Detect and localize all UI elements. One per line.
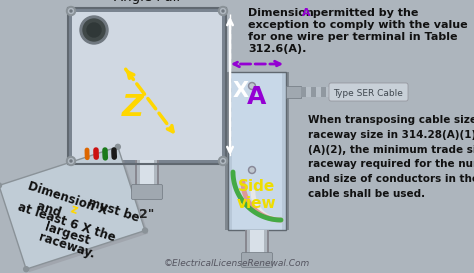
Circle shape — [220, 8, 226, 13]
Bar — [140, 160, 154, 192]
Circle shape — [69, 159, 73, 164]
Circle shape — [69, 8, 73, 13]
Text: Dimension X: Dimension X — [26, 179, 109, 217]
Text: A: A — [302, 8, 310, 18]
Circle shape — [83, 19, 105, 41]
Bar — [306, 87, 311, 97]
Text: exception to comply with the value: exception to comply with the value — [248, 20, 468, 30]
Text: at least 6 X the: at least 6 X the — [17, 200, 118, 244]
Bar — [316, 87, 321, 97]
Bar — [228, 72, 286, 230]
Circle shape — [219, 7, 228, 16]
Text: Z: Z — [121, 93, 144, 121]
FancyBboxPatch shape — [329, 83, 408, 101]
Bar — [286, 86, 301, 98]
Bar — [326, 87, 331, 97]
Text: for one wire per terminal in Table: for one wire per terminal in Table — [248, 32, 457, 42]
Bar — [68, 8, 226, 164]
Bar — [72, 12, 222, 160]
Bar — [247, 230, 267, 260]
Text: 312.6(A).: 312.6(A). — [248, 44, 306, 54]
Circle shape — [250, 168, 254, 172]
Text: Type SER Cable: Type SER Cable — [333, 88, 403, 97]
Circle shape — [70, 160, 72, 162]
Bar — [250, 230, 264, 260]
Bar — [321, 87, 326, 97]
Text: A: A — [247, 85, 267, 109]
Polygon shape — [0, 147, 145, 269]
Text: permitted by the: permitted by the — [309, 8, 419, 18]
Circle shape — [80, 16, 108, 44]
Text: largest: largest — [43, 221, 91, 247]
Text: must be: must be — [82, 195, 141, 225]
Bar — [228, 72, 286, 230]
Text: Dimension: Dimension — [248, 8, 318, 18]
Text: ©ElectricalLicenseRenewal.Com: ©ElectricalLicenseRenewal.Com — [164, 259, 310, 268]
Text: X: X — [233, 81, 249, 101]
Circle shape — [222, 160, 224, 162]
Bar — [301, 87, 306, 97]
Text: and: and — [36, 199, 67, 221]
Circle shape — [248, 167, 255, 174]
Circle shape — [220, 159, 226, 164]
Circle shape — [143, 228, 147, 233]
Circle shape — [222, 10, 224, 12]
Circle shape — [24, 267, 28, 272]
Circle shape — [66, 156, 75, 165]
Circle shape — [66, 7, 75, 16]
Bar — [232, 72, 282, 230]
Bar — [137, 160, 157, 192]
Circle shape — [115, 144, 120, 149]
Bar — [245, 230, 269, 260]
Bar — [68, 8, 226, 164]
FancyBboxPatch shape — [131, 185, 163, 200]
Bar — [225, 72, 289, 230]
Text: raceway.: raceway. — [37, 231, 97, 261]
Circle shape — [219, 156, 228, 165]
Circle shape — [248, 82, 255, 90]
Circle shape — [87, 23, 101, 37]
Text: When transposing cable size into
raceway size in 314.28(A)(1) and
(A)(2), the mi: When transposing cable size into raceway… — [308, 115, 474, 199]
Circle shape — [70, 10, 72, 12]
Text: z: z — [69, 203, 80, 217]
Polygon shape — [2, 150, 148, 272]
Bar — [311, 87, 316, 97]
FancyBboxPatch shape — [241, 253, 273, 268]
Text: Side
view: Side view — [237, 179, 277, 211]
Bar — [135, 160, 159, 192]
Text: 2": 2" — [139, 208, 155, 221]
Circle shape — [250, 84, 254, 88]
Circle shape — [0, 183, 1, 188]
Text: Angle Pull: Angle Pull — [114, 0, 180, 4]
